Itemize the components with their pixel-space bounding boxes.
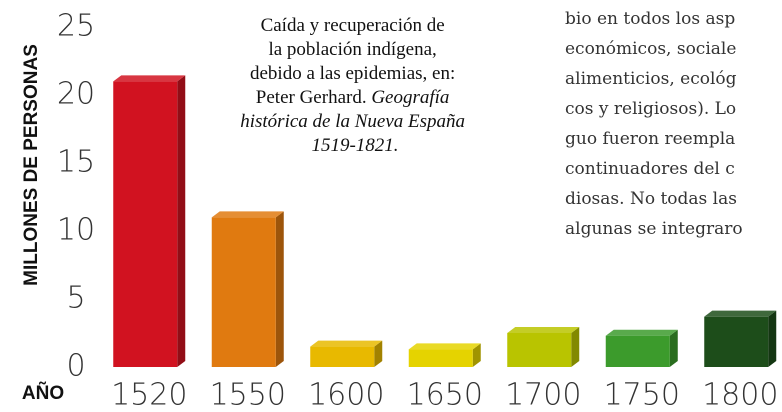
annotation-line: debido a las epidemias, en: (250, 63, 455, 84)
y-tick-label: 20 (57, 77, 95, 112)
body-line: cos y religiosos). Lo (565, 99, 736, 119)
bar-side (768, 310, 777, 367)
bar-side (669, 329, 678, 367)
bar-front (507, 333, 572, 367)
x-axis-label: AÑO (22, 382, 64, 404)
body-line: alimenticios, ecológ (565, 69, 737, 89)
x-tick-label: 1750 (604, 378, 680, 412)
annotation-text: Peter Gerhard. (256, 87, 367, 108)
bar-top (507, 327, 580, 333)
bar-front (211, 217, 276, 367)
x-tick-label: 1520 (111, 378, 187, 412)
annotation-line: Peter Gerhard. Geografía (256, 87, 450, 108)
bar-top (310, 340, 383, 347)
bar-front (408, 349, 473, 367)
bar-top (408, 343, 481, 350)
y-tick-label: 0 (66, 349, 85, 384)
y-tick-label: 5 (66, 281, 85, 316)
body-line: continuadores del c (565, 159, 735, 179)
bar-front (605, 335, 670, 367)
bar-side (275, 211, 284, 367)
y-axis-label: MILLONES DE PERSONAS (21, 44, 42, 286)
y-tick-label: 25 (57, 9, 95, 44)
bar-side (374, 340, 383, 367)
y-tick-label: 10 (57, 213, 95, 248)
bar-top (704, 310, 777, 317)
bar-front (704, 316, 769, 367)
bar-front (310, 346, 375, 367)
bar (408, 343, 481, 367)
body-line: algunas se integraro (565, 219, 743, 239)
bar (605, 329, 678, 367)
body-text: bio en todos los asp económicos, sociale a… (565, 9, 743, 239)
annotation-line: histórica de la Nueva España (240, 111, 465, 132)
annotation-line: 1519-1821. (311, 135, 398, 156)
y-tick-label: 15 (57, 145, 95, 180)
bar (113, 75, 186, 368)
bar-side (177, 75, 186, 368)
bar-top (211, 211, 284, 218)
annotation: Caída y recuperación de la población ind… (240, 15, 470, 156)
body-line: guo fueron reempla (565, 129, 735, 149)
bar (310, 340, 383, 367)
annotation-line: Caída y recuperación de (261, 15, 445, 36)
bar-front (113, 81, 178, 368)
x-tick-label: 1550 (210, 378, 286, 412)
bar (507, 327, 580, 367)
bar (211, 211, 284, 367)
bar-side (571, 327, 580, 367)
bar-side (472, 343, 481, 367)
x-tick-label: 1600 (308, 378, 384, 412)
x-tick-label: 1700 (505, 378, 581, 412)
annotation-line: la población indígena, (268, 39, 436, 60)
body-line: diosas. No todas las (565, 189, 737, 209)
bar (704, 310, 777, 367)
x-tick-label: 1650 (407, 378, 483, 412)
bar-top (605, 329, 678, 336)
bar-top (113, 75, 186, 82)
annotation-text: Geografía (371, 87, 449, 108)
x-tick-label: 1800 (702, 378, 778, 412)
body-line: bio en todos los asp (565, 9, 735, 29)
body-line: económicos, sociale (565, 39, 736, 59)
